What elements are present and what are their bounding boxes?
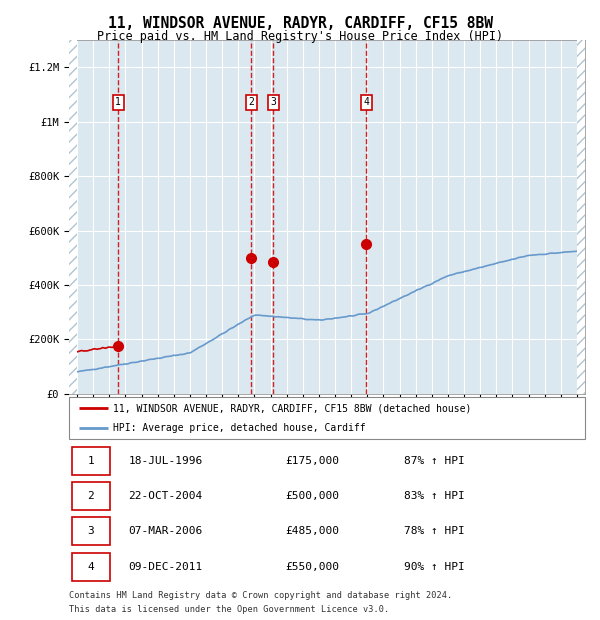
Text: 18-JUL-1996: 18-JUL-1996 — [128, 456, 203, 466]
Text: 11, WINDSOR AVENUE, RADYR, CARDIFF, CF15 8BW (detached house): 11, WINDSOR AVENUE, RADYR, CARDIFF, CF15… — [113, 403, 471, 413]
Text: £550,000: £550,000 — [286, 562, 340, 572]
Bar — [69, 40, 77, 394]
Text: 3: 3 — [271, 97, 277, 107]
Text: 1: 1 — [88, 456, 94, 466]
Text: 09-DEC-2011: 09-DEC-2011 — [128, 562, 203, 572]
FancyBboxPatch shape — [71, 552, 110, 581]
Text: 3: 3 — [88, 526, 94, 536]
FancyBboxPatch shape — [69, 397, 585, 439]
Text: HPI: Average price, detached house, Cardiff: HPI: Average price, detached house, Card… — [113, 423, 365, 433]
Text: This data is licensed under the Open Government Licence v3.0.: This data is licensed under the Open Gov… — [69, 604, 389, 614]
Text: 07-MAR-2006: 07-MAR-2006 — [128, 526, 203, 536]
Text: 11, WINDSOR AVENUE, RADYR, CARDIFF, CF15 8BW: 11, WINDSOR AVENUE, RADYR, CARDIFF, CF15… — [107, 16, 493, 30]
Text: 78% ↑ HPI: 78% ↑ HPI — [404, 526, 465, 536]
Text: £500,000: £500,000 — [286, 491, 340, 501]
FancyBboxPatch shape — [71, 446, 110, 475]
Text: £485,000: £485,000 — [286, 526, 340, 536]
FancyBboxPatch shape — [71, 517, 110, 546]
FancyBboxPatch shape — [71, 482, 110, 510]
Text: 2: 2 — [88, 491, 94, 501]
Text: 4: 4 — [364, 97, 369, 107]
Text: Contains HM Land Registry data © Crown copyright and database right 2024.: Contains HM Land Registry data © Crown c… — [69, 591, 452, 600]
Text: Price paid vs. HM Land Registry's House Price Index (HPI): Price paid vs. HM Land Registry's House … — [97, 30, 503, 43]
Text: 87% ↑ HPI: 87% ↑ HPI — [404, 456, 465, 466]
Text: 2: 2 — [248, 97, 254, 107]
Text: £175,000: £175,000 — [286, 456, 340, 466]
Bar — [577, 40, 585, 394]
Text: 90% ↑ HPI: 90% ↑ HPI — [404, 562, 465, 572]
Text: 22-OCT-2004: 22-OCT-2004 — [128, 491, 203, 501]
Text: 83% ↑ HPI: 83% ↑ HPI — [404, 491, 465, 501]
Text: 4: 4 — [88, 562, 94, 572]
Text: 1: 1 — [115, 97, 121, 107]
